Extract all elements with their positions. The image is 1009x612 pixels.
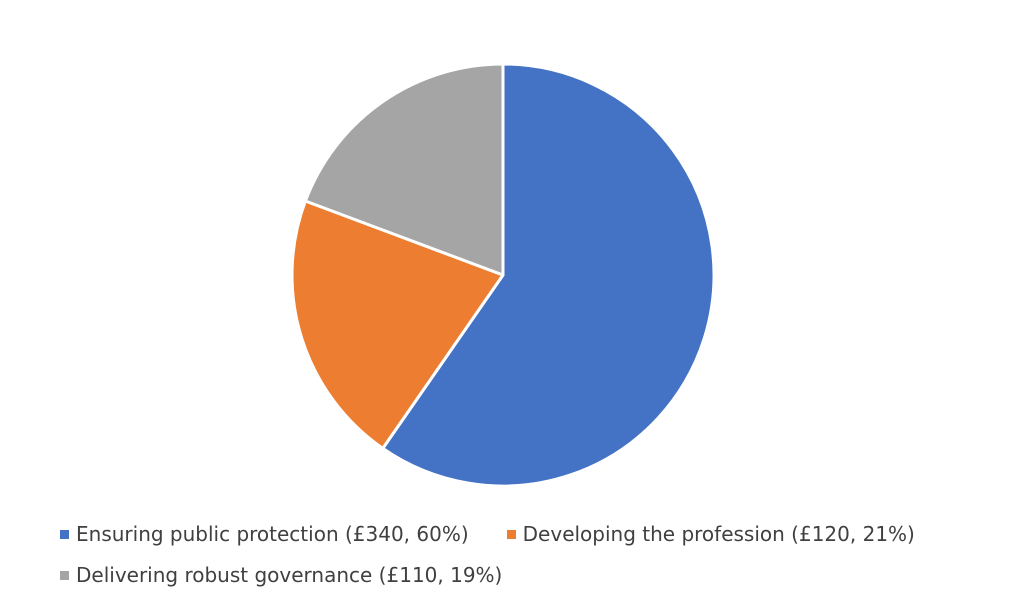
legend-item: Ensuring public protection (£340, 60%): [60, 522, 469, 546]
legend-label: Developing the profession (£120, 21%): [522, 522, 915, 546]
legend-label: Ensuring public protection (£340, 60%): [76, 522, 469, 546]
legend-label: Delivering robust governance (£110, 19%): [76, 563, 503, 587]
pie-slice-2: [290, 199, 505, 450]
legend-swatch: [506, 529, 516, 539]
pie-slice-1: [381, 62, 716, 488]
pie-slice-3: [303, 62, 505, 277]
legend-swatch: [60, 529, 69, 539]
legend-item: Delivering robust governance (£110, 19%): [60, 563, 502, 587]
chart-legend: Ensuring public protection (£340, 60%) D…: [60, 522, 990, 587]
legend-swatch: [60, 570, 69, 580]
pie-chart: [290, 62, 716, 488]
pie-chart-svg: [290, 62, 716, 488]
legend-item: Developing the profession (£120, 21%): [506, 522, 915, 546]
